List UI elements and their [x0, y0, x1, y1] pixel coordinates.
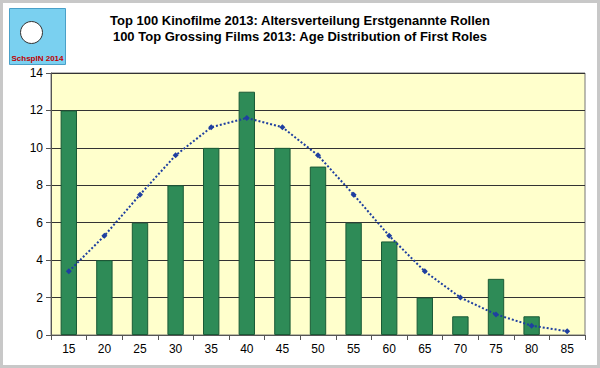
svg-text:14: 14	[30, 66, 44, 80]
svg-text:12: 12	[30, 103, 44, 117]
svg-text:SchspIN 2014: SchspIN 2014	[11, 54, 64, 63]
svg-text:85: 85	[561, 342, 575, 356]
svg-text:60: 60	[383, 342, 397, 356]
svg-text:20: 20	[98, 342, 112, 356]
svg-text:0: 0	[36, 328, 43, 342]
svg-text:50: 50	[311, 342, 325, 356]
svg-text:4: 4	[36, 253, 43, 267]
svg-text:70: 70	[454, 342, 468, 356]
svg-text:55: 55	[347, 342, 361, 356]
svg-text:40: 40	[240, 342, 254, 356]
svg-text:8: 8	[36, 178, 43, 192]
svg-text:75: 75	[489, 342, 503, 356]
svg-text:Top 100 Kinofilme 2013: Alters: Top 100 Kinofilme 2013: Altersverteilung…	[110, 13, 490, 28]
svg-text:2: 2	[36, 291, 43, 305]
svg-text:35: 35	[205, 342, 219, 356]
svg-text:80: 80	[525, 342, 539, 356]
svg-text:25: 25	[133, 342, 147, 356]
svg-text:45: 45	[276, 342, 290, 356]
svg-text:30: 30	[169, 342, 183, 356]
svg-text:6: 6	[36, 216, 43, 230]
svg-text:65: 65	[418, 342, 432, 356]
svg-text:15: 15	[62, 342, 76, 356]
svg-text:10: 10	[30, 141, 44, 155]
svg-text:100 Top Grossing Films 2013: A: 100 Top Grossing Films 2013: Age Distrib…	[113, 29, 487, 44]
